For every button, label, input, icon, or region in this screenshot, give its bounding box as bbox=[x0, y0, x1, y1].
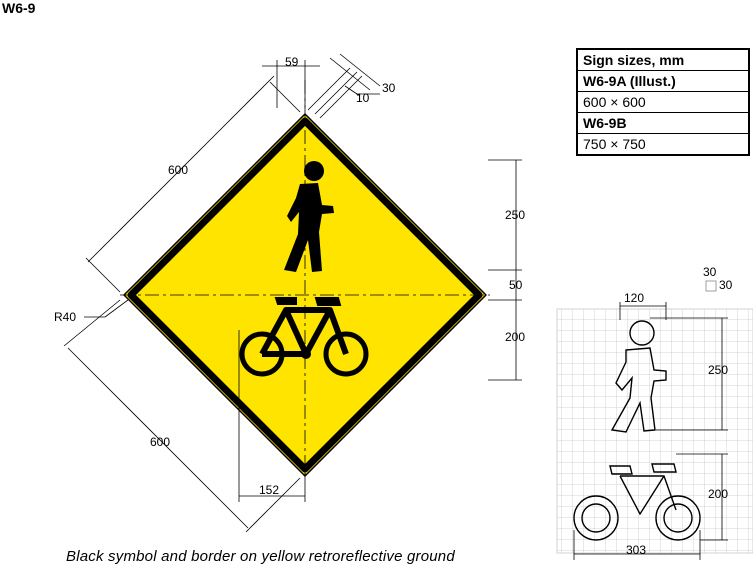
dim-symbol-gap: 50 bbox=[509, 278, 523, 292]
grid-pedestrian-width: 120 bbox=[624, 291, 644, 305]
centre-lines bbox=[120, 80, 490, 480]
sizes-table-header: Sign sizes, mm bbox=[578, 50, 748, 71]
sign-sizes-table: Sign sizes, mm W6-9A (Illust.) 600 × 600… bbox=[576, 48, 750, 156]
dimension-lines bbox=[63, 53, 522, 533]
dim-border-width: 30 bbox=[382, 81, 396, 95]
pedestrian-symbol bbox=[284, 161, 334, 272]
bicycle-outline bbox=[573, 463, 701, 541]
dim-bicycle-height: 200 bbox=[505, 330, 525, 344]
dim-side-upper: 600 bbox=[168, 163, 188, 177]
dim-pedestrian-height: 250 bbox=[505, 208, 525, 222]
pedestrian-outline bbox=[610, 320, 667, 433]
sign-caption: Black symbol and border on yellow retror… bbox=[66, 548, 455, 565]
grid-bicycle-width: 303 bbox=[626, 543, 646, 557]
dim-border-gap: 10 bbox=[356, 91, 370, 105]
dim-side-lower: 600 bbox=[150, 435, 170, 449]
size-value-b: 750 × 750 bbox=[583, 136, 646, 152]
dim-bicycle-offset: 152 bbox=[259, 483, 279, 497]
grid-pedestrian-height: 250 bbox=[708, 363, 728, 377]
bicycle-symbol bbox=[239, 297, 369, 377]
size-code-b: W6-9B bbox=[578, 113, 748, 134]
size-value-a: 600 × 600 bbox=[578, 92, 748, 113]
grid-detail: 30 30 120 250 200 303 bbox=[556, 265, 753, 560]
grid-label-b: 30 bbox=[719, 278, 733, 292]
dim-corner-radius: R40 bbox=[54, 310, 76, 324]
grid-bicycle-height: 200 bbox=[708, 487, 728, 501]
grid-label-a: 30 bbox=[703, 265, 717, 279]
dim-top-offset: 59 bbox=[285, 55, 299, 69]
size-code-a: W6-9A (Illust.) bbox=[578, 71, 748, 92]
sign-code-title: W6-9 bbox=[2, 0, 36, 16]
